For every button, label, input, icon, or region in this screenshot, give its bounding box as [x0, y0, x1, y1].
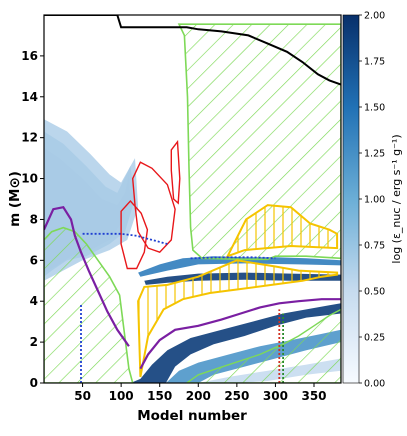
- colorbar-tick-label-0.50: 0.50: [364, 287, 385, 298]
- overshoot-region-1: [120, 199, 149, 270]
- y-tick-label-8: 8: [30, 212, 38, 226]
- thermohaline-line-0: [44, 205, 130, 347]
- y-tick-label-6: 6: [30, 253, 38, 267]
- plot-frame: [43, 14, 342, 384]
- colorbar-ticks: 0.00 0.25 0.50 0.75 1.00 1.25 1.50 1.75 2.00: [359, 11, 385, 390]
- overshoot-layer: [120, 139, 181, 270]
- colorbar-tick-label-0.25: 0.25: [364, 333, 385, 344]
- y-tick-label-4: 4: [30, 294, 38, 308]
- y-tick-label-0: 0: [30, 376, 38, 390]
- convective-core-region: [44, 226, 134, 383]
- total-mass-line: [44, 15, 341, 86]
- x-tick-label-250: 250: [224, 389, 249, 403]
- x-axis-ticks: 50 100 150 200 250 300 350: [74, 383, 327, 403]
- x-tick-label-100: 100: [109, 389, 134, 403]
- x-tick-label-300: 300: [263, 389, 288, 403]
- x-tick-label-200: 200: [186, 389, 211, 403]
- x-axis-title: Model number: [137, 408, 247, 424]
- energy-band-5: [130, 303, 341, 383]
- total-mass-layer: [44, 15, 341, 86]
- x-tick-label-150: 150: [147, 389, 172, 403]
- colorbar-tick-label-0.75: 0.75: [364, 241, 385, 252]
- y-tick-label-10: 10: [21, 172, 38, 186]
- semiconvection-region-1: [225, 204, 339, 258]
- semiconvection-layer: [137, 204, 339, 378]
- x-tick-label-50: 50: [74, 389, 91, 403]
- thermohaline-line-1: [139, 298, 341, 370]
- y-axis-title: m (M⊙): [7, 171, 23, 227]
- y-tick-label-2: 2: [30, 335, 38, 349]
- convective-envelope-layer: [177, 23, 341, 261]
- colorbar-tick-label-2.00: 2.00: [364, 11, 385, 22]
- overshoot-region-0: [131, 161, 176, 254]
- blue-dotted-line-1: [190, 256, 276, 260]
- y-axis-ticks: 0 2 4 6 8 10 12 14 16: [21, 49, 44, 390]
- deep-convection-region: [185, 308, 341, 383]
- convective-core-layer: [44, 226, 341, 383]
- x-tick-label-350: 350: [301, 389, 326, 403]
- colorbar-tick-label-1.00: 1.00: [364, 195, 385, 206]
- colorbar: 0.00 0.25 0.50 0.75 1.00 1.25 1.50 1.75 2.00 log…: [342, 11, 403, 390]
- colorbar-tick-label-0.00: 0.00: [364, 379, 385, 390]
- y-tick-label-16: 16: [21, 49, 38, 63]
- colorbar-title: log (ε_nuc / erg s⁻¹ g⁻¹): [390, 134, 403, 263]
- colorbar-tick-label-1.75: 1.75: [364, 57, 385, 68]
- colorbar-tick-label-1.25: 1.25: [364, 149, 385, 160]
- colorbar-tick-label-1.50: 1.50: [364, 103, 385, 114]
- dotted-lines-layer: [80, 232, 285, 383]
- plot-area: [44, 15, 341, 383]
- colorbar-gradient: [342, 14, 360, 384]
- semiconvection-region-0: [137, 259, 339, 378]
- convective-envelope-region: [177, 23, 341, 261]
- energy-band-3: [138, 256, 341, 277]
- blue-dotted-line-0: [82, 232, 168, 245]
- overshoot-region-2: [170, 139, 181, 205]
- y-tick-label-12: 12: [21, 131, 38, 145]
- thermohaline-layer: [44, 205, 341, 370]
- y-tick-label-14: 14: [21, 90, 38, 104]
